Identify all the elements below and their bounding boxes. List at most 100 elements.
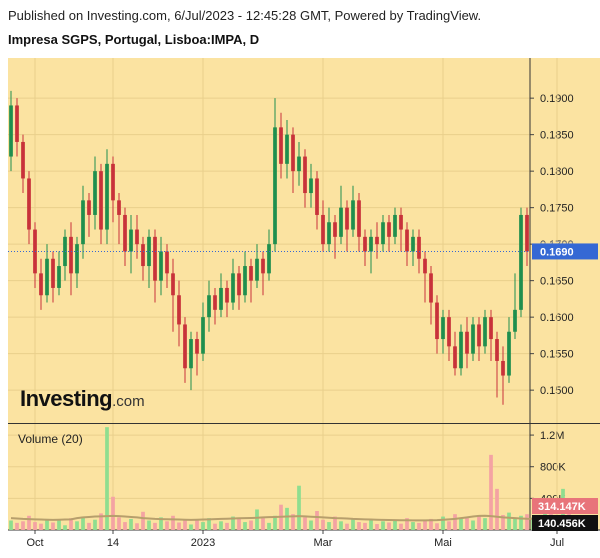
volume-bar	[75, 521, 79, 530]
volume-bar	[303, 517, 307, 530]
candle-body	[279, 127, 283, 164]
volume-bar	[387, 522, 391, 530]
candle-body	[453, 346, 457, 369]
candle-body	[417, 236, 421, 259]
candle-body	[9, 105, 13, 157]
candle-body	[273, 127, 277, 245]
candle-body	[429, 273, 433, 303]
volume-bar	[225, 522, 229, 530]
volume-bar	[51, 522, 55, 530]
candle-body	[513, 309, 517, 332]
candle-body	[327, 222, 331, 245]
time-tick-label: Jul	[550, 537, 564, 549]
time-tick-label: Mai	[434, 537, 452, 549]
candle-body	[363, 236, 367, 252]
time-tick-label: Mar	[314, 537, 333, 549]
candle-body	[75, 244, 79, 274]
volume-bar	[39, 523, 43, 530]
volume-bar	[435, 523, 439, 530]
candle-body	[291, 134, 295, 172]
volume-bar	[363, 522, 367, 530]
time-tick-label: 14	[107, 537, 119, 549]
volume-bar	[81, 516, 85, 530]
candle-body	[459, 331, 463, 369]
candle-body	[333, 222, 337, 237]
logo-suffix: .com	[112, 393, 145, 410]
candle-body	[153, 236, 157, 281]
candle-body	[399, 214, 403, 230]
volume-bar	[339, 521, 343, 530]
candle-body	[495, 339, 499, 361]
volume-bar	[471, 520, 475, 530]
volume-value-tag	[532, 498, 598, 514]
volume-bar	[87, 522, 91, 530]
candle-body	[471, 324, 475, 354]
candle-body	[255, 258, 259, 281]
candle-body	[129, 229, 133, 252]
volume-bar	[405, 518, 409, 530]
volume-bar	[255, 509, 259, 530]
volume-bar	[135, 523, 139, 530]
axis-background	[530, 58, 600, 530]
volume-bar	[147, 520, 151, 530]
volume-bar	[267, 522, 271, 530]
volume-bar	[441, 516, 445, 530]
volume-bar	[93, 519, 97, 530]
candle-body	[297, 156, 301, 172]
volume-bar	[57, 520, 61, 530]
candle-body	[381, 222, 385, 245]
volume-bar	[357, 522, 361, 530]
candle-body	[231, 273, 235, 303]
volume-bar	[351, 518, 355, 530]
volume-bar	[525, 514, 529, 530]
candle-body	[261, 258, 265, 274]
time-tick-label: 2023	[191, 537, 215, 549]
volume-bar	[111, 496, 115, 530]
candle-body	[201, 317, 205, 354]
candle-body	[285, 134, 289, 164]
volume-bar	[243, 522, 247, 530]
candle-body	[213, 295, 217, 310]
candle-body	[405, 229, 409, 252]
candle-body	[165, 251, 169, 274]
candle-body	[51, 258, 55, 288]
volume-bar	[507, 512, 511, 530]
volume-bar	[63, 525, 67, 530]
volume-bar	[369, 520, 373, 530]
volume-bar	[411, 522, 415, 530]
volume-bar	[321, 519, 325, 530]
candle-body	[267, 244, 271, 274]
candle-body	[447, 317, 451, 347]
volume-bar	[189, 524, 193, 530]
volume-bar	[495, 488, 499, 530]
candle-body	[159, 251, 163, 281]
candle-body	[195, 339, 199, 354]
volume-bar	[15, 522, 19, 530]
volume-bar	[213, 523, 217, 530]
volume-bar	[429, 518, 433, 530]
volume-bar	[477, 515, 481, 530]
volume-bar	[105, 427, 109, 530]
candle-body	[423, 258, 427, 274]
investing-logo: Investing.com	[20, 386, 145, 412]
volume-bar	[447, 521, 451, 530]
volume-bar	[237, 518, 241, 530]
volume-bar	[45, 518, 49, 530]
volume-bar	[99, 513, 103, 530]
time-tick-label: Oct	[26, 537, 43, 549]
volume-bar	[261, 518, 265, 530]
candle-body	[489, 317, 493, 340]
volume-bar	[273, 515, 277, 530]
volume-bar	[453, 514, 457, 530]
candle-body	[303, 156, 307, 194]
volume-bar	[297, 485, 301, 530]
volume-bar	[375, 524, 379, 530]
logo-brand: Investing	[20, 386, 113, 411]
volume-tick-label: 1.2M	[540, 430, 564, 442]
candle-body	[315, 178, 319, 215]
volume-bar	[123, 522, 127, 530]
volume-bar	[27, 515, 31, 530]
candle-body	[177, 295, 181, 325]
volume-bar	[183, 520, 187, 530]
